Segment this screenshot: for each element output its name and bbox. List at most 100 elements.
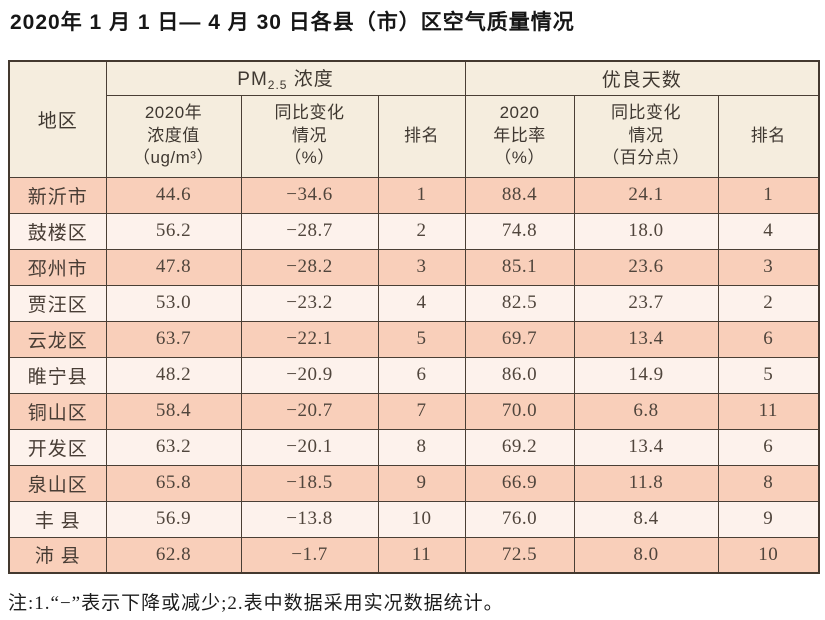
column-header-gd-rank: 排名 <box>717 94 820 178</box>
good-days-rank-cell: 9 <box>717 500 820 538</box>
good-days-ratio-cell: 69.2 <box>464 428 575 466</box>
region-cell: 开发区 <box>8 428 107 466</box>
good-days-ratio-cell: 88.4 <box>464 176 575 214</box>
good-days-ratio-cell: 82.5 <box>464 284 575 322</box>
good-days-ratio-cell: 85.1 <box>464 248 575 286</box>
pm-change-cell: −23.2 <box>240 284 379 322</box>
pm25-label-suffix: 浓度 <box>287 69 334 91</box>
page-title: 2020年 1 月 1 日— 4 月 30 日各县（市）区空气质量情况 <box>10 11 575 34</box>
good-days-change-cell: 13.4 <box>573 428 719 466</box>
column-header-gd-ratio: 2020 年比率 （%） <box>464 94 575 178</box>
group-header-good-days: 优良天数 <box>464 60 820 96</box>
pm-value-cell: 48.2 <box>105 356 242 394</box>
column-header-pm-value: 2020年 浓度值 （ug/m³） <box>105 94 242 178</box>
pm-change-cell: −1.7 <box>240 536 379 574</box>
pm-change-cell: −18.5 <box>240 464 379 502</box>
column-header-gd-change: 同比变化 情况 （百分点） <box>573 94 719 178</box>
region-cell: 泉山区 <box>8 464 107 502</box>
region-cell: 沛 县 <box>8 536 107 574</box>
pm-rank-cell: 8 <box>377 428 466 466</box>
pm-change-cell: −20.1 <box>240 428 379 466</box>
table-row: 丰 县 56.9 −13.8 10 76.0 8.4 9 <box>8 500 820 538</box>
good-days-rank-cell: 5 <box>717 356 820 394</box>
pm-rank-cell: 1 <box>377 176 466 214</box>
pm-change-cell: −20.9 <box>240 356 379 394</box>
pm25-label-subscript: 2.5 <box>267 78 288 93</box>
good-days-ratio-cell: 69.7 <box>464 320 575 358</box>
table-row: 泉山区 65.8 −18.5 9 66.9 11.8 8 <box>8 464 820 502</box>
good-days-change-cell: 6.8 <box>573 392 719 430</box>
pm-rank-cell: 5 <box>377 320 466 358</box>
column-header-pm-rank: 排名 <box>377 94 466 178</box>
footnote: 注:1.“−”表示下降或减少;2.表中数据采用实况数据统计。 <box>8 593 504 614</box>
pm25-label-prefix: PM <box>237 69 268 91</box>
good-days-change-cell: 11.8 <box>573 464 719 502</box>
pm-change-cell: −20.7 <box>240 392 379 430</box>
good-days-rank-cell: 6 <box>717 320 820 358</box>
table-row: 沛 县 62.8 −1.7 11 72.5 8.0 10 <box>8 536 820 574</box>
table-row: 鼓楼区 56.2 −28.7 2 74.8 18.0 4 <box>8 212 820 250</box>
region-cell: 鼓楼区 <box>8 212 107 250</box>
good-days-change-cell: 8.0 <box>573 536 719 574</box>
pm-rank-cell: 11 <box>377 536 466 574</box>
pm-change-cell: −28.2 <box>240 248 379 286</box>
good-days-ratio-cell: 74.8 <box>464 212 575 250</box>
region-cell: 铜山区 <box>8 392 107 430</box>
air-quality-table: 地区 PM2.5 浓度 优良天数 2020年 浓度值 （ug/m³） 同比变化 … <box>8 60 821 574</box>
good-days-rank-cell: 3 <box>717 248 820 286</box>
good-days-ratio-cell: 70.0 <box>464 392 575 430</box>
region-cell: 云龙区 <box>8 320 107 358</box>
good-days-rank-cell: 8 <box>717 464 820 502</box>
column-header-region: 地区 <box>8 60 107 178</box>
table-row: 邳州市 47.8 −28.2 3 85.1 23.6 3 <box>8 248 820 286</box>
pm-change-cell: −22.1 <box>240 320 379 358</box>
good-days-rank-cell: 11 <box>717 392 820 430</box>
table-body: 新沂市 44.6 −34.6 1 88.4 24.1 1 鼓楼区 56.2 −2… <box>8 176 820 574</box>
pm-rank-cell: 3 <box>377 248 466 286</box>
region-cell: 睢宁县 <box>8 356 107 394</box>
good-days-ratio-cell: 76.0 <box>464 500 575 538</box>
good-days-change-cell: 14.9 <box>573 356 719 394</box>
pm-value-cell: 56.9 <box>105 500 242 538</box>
pm-value-cell: 62.8 <box>105 536 242 574</box>
pm-change-cell: −28.7 <box>240 212 379 250</box>
table-sub-header-row: 2020年 浓度值 （ug/m³） 同比变化 情况 （%） 排名 2020 年比… <box>9 94 820 178</box>
group-header-pm25: PM2.5 浓度 <box>105 60 466 96</box>
pm-rank-cell: 7 <box>377 392 466 430</box>
table-row: 新沂市 44.6 −34.6 1 88.4 24.1 1 <box>8 176 820 214</box>
pm-value-cell: 56.2 <box>105 212 242 250</box>
table-row: 铜山区 58.4 −20.7 7 70.0 6.8 11 <box>8 392 820 430</box>
region-cell: 新沂市 <box>8 176 107 214</box>
pm-rank-cell: 4 <box>377 284 466 322</box>
pm-value-cell: 65.8 <box>105 464 242 502</box>
good-days-rank-cell: 4 <box>717 212 820 250</box>
pm-rank-cell: 6 <box>377 356 466 394</box>
good-days-rank-cell: 2 <box>717 284 820 322</box>
good-days-ratio-cell: 66.9 <box>464 464 575 502</box>
table-row: 云龙区 63.7 −22.1 5 69.7 13.4 6 <box>8 320 820 358</box>
pm-rank-cell: 9 <box>377 464 466 502</box>
region-cell: 贾汪区 <box>8 284 107 322</box>
good-days-change-cell: 13.4 <box>573 320 719 358</box>
good-days-change-cell: 18.0 <box>573 212 719 250</box>
good-days-change-cell: 8.4 <box>573 500 719 538</box>
table-row: 睢宁县 48.2 −20.9 6 86.0 14.9 5 <box>8 356 820 394</box>
column-header-pm-change: 同比变化 情况 （%） <box>240 94 379 178</box>
pm-rank-cell: 2 <box>377 212 466 250</box>
good-days-ratio-cell: 86.0 <box>464 356 575 394</box>
table-row: 贾汪区 53.0 −23.2 4 82.5 23.7 2 <box>8 284 820 322</box>
good-days-rank-cell: 1 <box>717 176 820 214</box>
pm-change-cell: −34.6 <box>240 176 379 214</box>
good-days-rank-cell: 6 <box>717 428 820 466</box>
pm-change-cell: −13.8 <box>240 500 379 538</box>
pm-value-cell: 58.4 <box>105 392 242 430</box>
good-days-change-cell: 23.7 <box>573 284 719 322</box>
table-group-header-row: 地区 PM2.5 浓度 优良天数 <box>8 60 820 178</box>
pm-value-cell: 63.7 <box>105 320 242 358</box>
pm-value-cell: 53.0 <box>105 284 242 322</box>
good-days-change-cell: 23.6 <box>573 248 719 286</box>
region-cell: 邳州市 <box>8 248 107 286</box>
pm-value-cell: 63.2 <box>105 428 242 466</box>
good-days-ratio-cell: 72.5 <box>464 536 575 574</box>
